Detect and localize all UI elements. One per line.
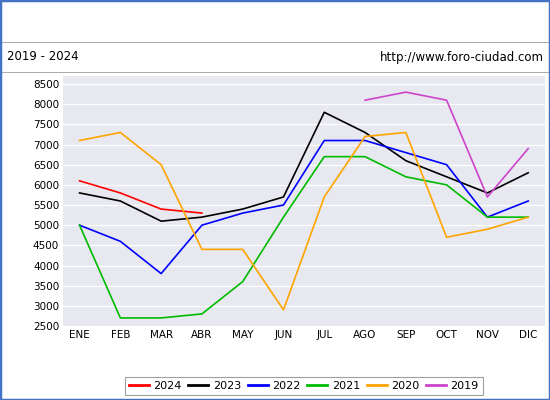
Legend: 2024, 2023, 2022, 2021, 2020, 2019: 2024, 2023, 2022, 2021, 2020, 2019 — [124, 376, 483, 396]
Text: http://www.foro-ciudad.com: http://www.foro-ciudad.com — [379, 50, 543, 64]
Text: Evolucion Nº Turistas Nacionales en el municipio de Teo: Evolucion Nº Turistas Nacionales en el m… — [71, 14, 479, 28]
Text: 2019 - 2024: 2019 - 2024 — [7, 50, 78, 64]
